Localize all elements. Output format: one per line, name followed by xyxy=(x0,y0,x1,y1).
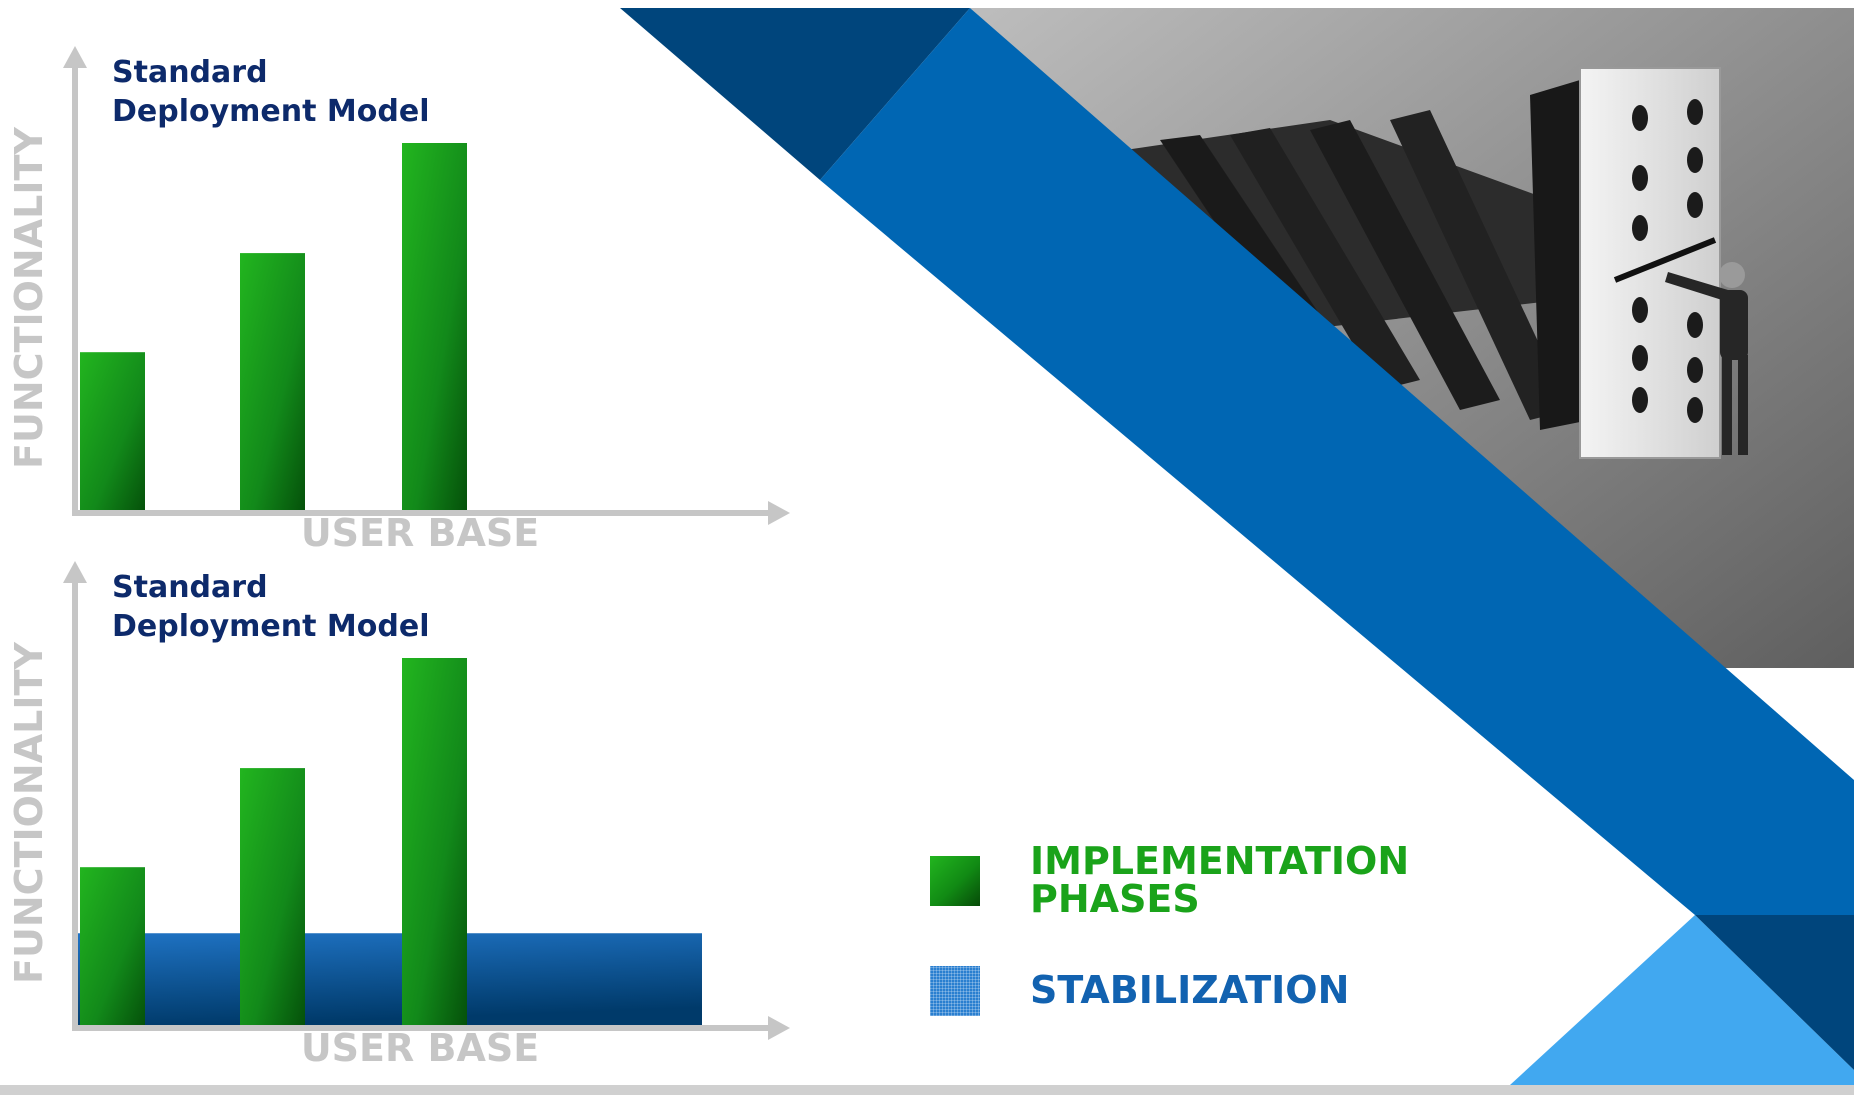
bottom-rule xyxy=(0,1085,1854,1095)
x-axis-label: USER BASE xyxy=(301,1026,539,1070)
y-axis-arrowhead xyxy=(63,46,87,68)
y-axis-label: FUNCTIONALITY xyxy=(7,127,51,469)
green-gradient-square-icon xyxy=(930,856,980,906)
blue-grid-square-icon xyxy=(930,966,980,1016)
mid-blue-band xyxy=(820,8,1854,915)
chart-standard-deployment-model-bottom: Standard Deployment Model USER BASE FUNC… xyxy=(7,561,790,1070)
implementation-bar-1 xyxy=(80,867,145,1025)
x-axis-arrowhead xyxy=(768,501,790,525)
dark-blue-band xyxy=(620,8,970,180)
dominoes-with-man-illustration xyxy=(1125,67,1748,459)
chart-title-line-2: Deployment Model xyxy=(112,94,430,129)
x-axis-arrowhead xyxy=(768,1016,790,1040)
man-figure xyxy=(1665,262,1748,455)
x-axis-label: USER BASE xyxy=(301,511,539,555)
light-blue-band xyxy=(1510,915,1854,1085)
chart-standard-deployment-model-top: Standard Deployment Model USER BASE FUNC… xyxy=(7,46,790,555)
legend-label-implementation: IMPLEMENTATION PHASES xyxy=(1030,839,1410,921)
chart-title-line-1: Standard xyxy=(112,570,268,605)
implementation-bar-2 xyxy=(240,768,305,1025)
implementation-bar-2 xyxy=(240,253,305,510)
implementation-bar-3 xyxy=(402,143,467,510)
chart-title-line-1: Standard xyxy=(112,55,268,90)
y-axis-label: FUNCTIONALITY xyxy=(7,642,51,984)
chart-title-line-2: Deployment Model xyxy=(112,609,430,644)
corner-dark-band xyxy=(1695,915,1854,1070)
implementation-bar-1 xyxy=(80,352,145,510)
stabilization-bar xyxy=(78,933,702,1025)
implementation-bar-3 xyxy=(402,658,467,1025)
y-axis-arrowhead xyxy=(63,561,87,583)
legend-label-stabilization: STABILIZATION xyxy=(1030,968,1350,1012)
